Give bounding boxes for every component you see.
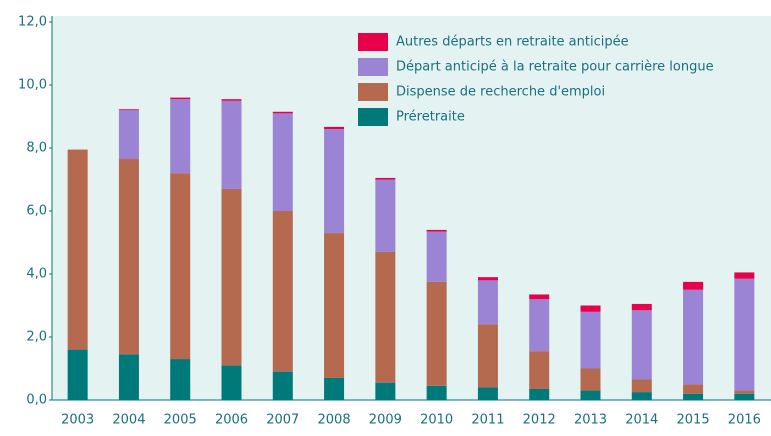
bar-segment: [375, 251, 396, 383]
legend-label: Dispense de recherche d'emploi: [396, 85, 605, 100]
x-tick-label: 2011: [471, 413, 504, 428]
bar-segment: [683, 281, 704, 290]
bar-segment: [426, 281, 447, 386]
x-tick-label: 2010: [420, 413, 453, 428]
bar-segment: [734, 278, 755, 391]
bar-segment: [580, 305, 601, 312]
y-tick-label: 6,0: [26, 204, 47, 219]
bar-segment: [683, 289, 704, 385]
bar-segment: [631, 303, 652, 311]
y-tick-label: 0,0: [26, 393, 47, 408]
bar-segment: [118, 110, 139, 160]
bar-segment: [631, 310, 652, 380]
bar-segment: [118, 159, 139, 355]
bar-segment: [221, 100, 242, 189]
bar-segment: [477, 324, 498, 388]
x-tick-label: 2015: [677, 413, 710, 428]
bar-segment: [580, 368, 601, 391]
x-tick-label: 2004: [112, 413, 145, 428]
bar-segment: [375, 179, 396, 252]
bar-segment: [272, 113, 293, 211]
legend-label: Préretraite: [396, 110, 465, 125]
x-tick-label: 2008: [318, 413, 351, 428]
bar-segment: [477, 387, 498, 400]
bar-segment: [324, 233, 345, 378]
bar-segment: [324, 126, 345, 130]
x-tick-label: 2012: [523, 413, 556, 428]
bar-segment: [477, 280, 498, 325]
legend-swatch: [358, 83, 388, 101]
bar-segment: [324, 129, 345, 234]
bar-segment: [170, 173, 191, 360]
bar-segment: [529, 299, 550, 352]
bar-segment: [734, 272, 755, 279]
bar-segment: [529, 351, 550, 389]
y-tick-label: 2,0: [26, 330, 47, 345]
y-tick-label: 12,0: [18, 15, 47, 30]
bar-segment: [170, 97, 191, 100]
bar-segment: [683, 384, 704, 394]
legend-label: Départ anticipé à la retraite pour carri…: [396, 60, 714, 75]
legend-swatch: [358, 33, 388, 51]
x-tick-label: 2006: [215, 413, 248, 428]
bar-segment: [631, 379, 652, 393]
bar-segment: [118, 109, 139, 111]
y-tick-label: 4,0: [26, 267, 47, 282]
bar-segment: [734, 390, 755, 394]
bar-segment: [426, 385, 447, 400]
x-tick-label: 2016: [728, 413, 761, 428]
x-tick-label: 2003: [61, 413, 94, 428]
bar-segment: [477, 277, 498, 281]
x-tick-label: 2009: [369, 413, 402, 428]
bar-segment: [170, 359, 191, 400]
bar-segment: [67, 349, 88, 400]
bar-segment: [580, 390, 601, 400]
y-tick-label: 8,0: [26, 141, 47, 156]
legend-swatch: [358, 108, 388, 126]
bar-segment: [375, 382, 396, 400]
bar-segment: [221, 365, 242, 400]
bar-segment: [221, 188, 242, 366]
bar-segment: [529, 294, 550, 300]
bar-segment: [683, 393, 704, 400]
bar-segment: [221, 99, 242, 101]
x-tick-label: 2013: [574, 413, 607, 428]
bar-segment: [67, 149, 88, 350]
x-tick-label: 2007: [266, 413, 299, 428]
bar-segment: [272, 211, 293, 372]
bar-segment: [734, 393, 755, 400]
bar-segment: [272, 371, 293, 400]
bar-segment: [580, 311, 601, 369]
x-tick-label: 2005: [164, 413, 197, 428]
legend-label: Autres départs en retraite anticipée: [396, 35, 629, 50]
bar-segment: [375, 177, 396, 180]
legend-swatch: [358, 58, 388, 76]
bar-segment: [426, 231, 447, 282]
bar-segment: [324, 377, 345, 400]
bar-segment: [631, 392, 652, 400]
x-tick-label: 2014: [625, 413, 658, 428]
y-tick-label: 10,0: [18, 78, 47, 93]
bar-segment: [529, 388, 550, 400]
bar-segment: [118, 354, 139, 400]
bar-segment: [272, 111, 293, 114]
bar-segment: [170, 99, 191, 174]
bar-segment: [426, 229, 447, 232]
